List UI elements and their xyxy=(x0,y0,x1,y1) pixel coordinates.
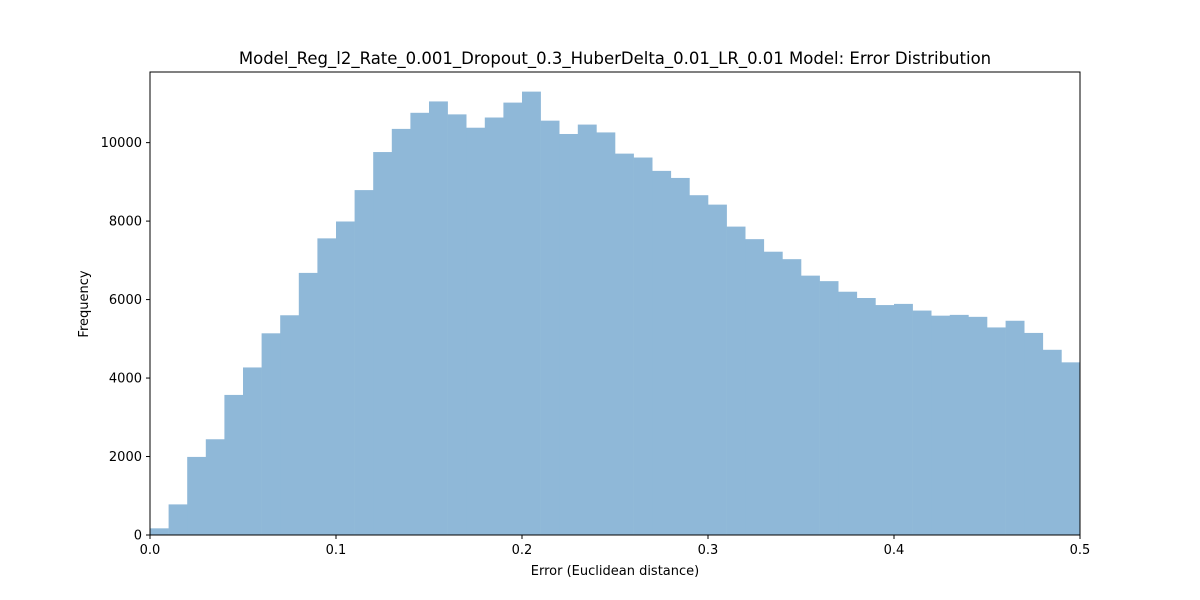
histogram-bar xyxy=(261,333,281,535)
histogram-bar xyxy=(1005,320,1025,535)
histogram-bar xyxy=(205,439,225,535)
histogram-bar xyxy=(1061,362,1081,535)
y-axis-label: Frequency xyxy=(77,270,92,337)
histogram-bar xyxy=(522,91,541,535)
histogram-bars xyxy=(150,91,1081,536)
histogram-bar xyxy=(336,221,355,535)
histogram-bar xyxy=(801,275,820,535)
histogram-bar xyxy=(577,124,597,535)
histogram-bar xyxy=(726,226,746,535)
histogram-bar xyxy=(1024,332,1044,535)
y-axis-ticks: 0 2000 4000 6000 8000 10000 xyxy=(101,136,150,544)
histogram-bar xyxy=(559,133,579,535)
y-tick-label: 4000 xyxy=(109,372,142,387)
histogram-bar xyxy=(373,152,393,535)
histogram-bar xyxy=(466,127,486,535)
y-tick-label: 2000 xyxy=(109,450,142,465)
plot-frame xyxy=(149,71,1081,536)
histogram-bar xyxy=(354,190,374,535)
histogram-bar xyxy=(652,170,672,535)
histogram-bar xyxy=(931,315,951,535)
histogram-bar xyxy=(187,456,207,535)
histogram-bar xyxy=(968,316,988,535)
histogram-bar xyxy=(484,117,504,535)
histogram-bar xyxy=(280,315,300,535)
histogram-bar xyxy=(503,102,523,535)
histogram-bar xyxy=(429,101,448,535)
histogram-bar xyxy=(987,327,1006,535)
y-tick-label: 10000 xyxy=(101,136,142,151)
histogram-bar xyxy=(224,394,244,535)
y-tick-label: 6000 xyxy=(109,293,142,308)
histogram-bar xyxy=(410,112,430,536)
histogram-bar xyxy=(763,251,783,535)
histogram-bar xyxy=(894,303,913,535)
histogram-bar xyxy=(447,114,467,535)
x-tick-label: 0.1 xyxy=(326,543,347,558)
histogram-bar xyxy=(298,272,318,535)
histogram-bar xyxy=(782,259,802,535)
x-tick-label: 0.5 xyxy=(1070,543,1091,558)
histogram-bar xyxy=(633,157,653,535)
histogram-bar xyxy=(150,528,169,535)
histogram-bar xyxy=(596,132,616,536)
histogram-bar xyxy=(168,504,188,535)
x-tick-label: 0.3 xyxy=(698,543,719,558)
histogram-bar xyxy=(838,291,858,535)
chart-title: Model_Reg_l2_Rate_0.001_Dropout_0.3_Hube… xyxy=(239,49,991,69)
histogram-bar xyxy=(670,177,690,535)
histogram-bar xyxy=(819,281,839,535)
histogram-bar xyxy=(615,153,634,535)
histogram-bar xyxy=(391,128,411,535)
histogram-bar xyxy=(745,239,765,535)
histogram-bar xyxy=(1042,349,1062,535)
histogram-bar xyxy=(243,367,262,535)
y-tick-label: 0 xyxy=(134,529,142,544)
histogram-bar xyxy=(875,305,895,535)
histogram-bar xyxy=(540,120,560,535)
histogram-bar xyxy=(912,310,932,535)
x-axis-ticks: 0.0 0.1 0.2 0.3 0.4 0.5 xyxy=(140,535,1091,558)
y-tick-label: 8000 xyxy=(109,215,142,230)
x-axis-label: Error (Euclidean distance) xyxy=(531,564,699,579)
histogram-bar xyxy=(317,238,337,536)
histogram-bar xyxy=(856,298,876,535)
histogram-bar xyxy=(949,314,969,535)
x-tick-label: 0.0 xyxy=(140,543,161,558)
x-tick-label: 0.4 xyxy=(884,543,905,558)
x-tick-label: 0.2 xyxy=(512,543,533,558)
histogram-bar xyxy=(708,204,727,535)
histogram-bar xyxy=(689,195,709,535)
